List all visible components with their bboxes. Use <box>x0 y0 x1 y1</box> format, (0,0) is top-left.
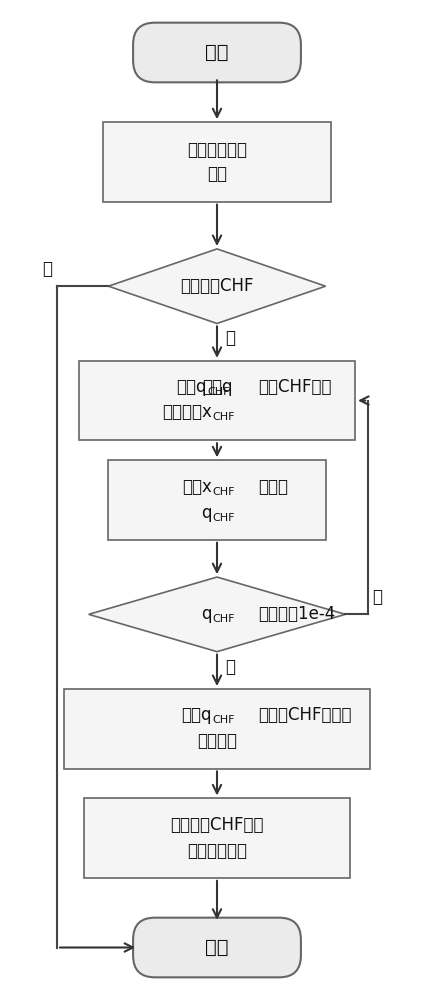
Text: 重新计算CHF前后: 重新计算CHF前后 <box>170 816 264 834</box>
Text: 是: 是 <box>225 329 235 347</box>
Text: 误差小于1e-4: 误差小于1e-4 <box>259 605 336 623</box>
Text: CHF: CHF <box>212 715 234 725</box>
FancyBboxPatch shape <box>64 689 370 768</box>
Text: 控制体换热量: 控制体换热量 <box>187 842 247 860</box>
Text: 结束: 结束 <box>205 938 229 957</box>
Text: CHF: CHF <box>212 412 234 422</box>
Text: 根据q: 根据q <box>177 378 207 396</box>
Text: 的含汽率x: 的含汽率x <box>162 403 212 421</box>
Text: 是否发生CHF: 是否发生CHF <box>180 277 254 295</box>
FancyBboxPatch shape <box>103 122 331 202</box>
Text: 具体位置: 具体位置 <box>197 732 237 750</box>
Text: q: q <box>201 605 212 623</box>
Text: 根据x: 根据x <box>182 478 212 496</box>
Text: 根据q: 根据q <box>202 378 232 396</box>
Text: 计算控制体换: 计算控制体换 <box>187 141 247 159</box>
Text: q: q <box>201 504 212 522</box>
FancyBboxPatch shape <box>133 918 301 977</box>
FancyBboxPatch shape <box>108 460 326 540</box>
Text: 计算CHF点处: 计算CHF点处 <box>259 378 332 396</box>
Polygon shape <box>89 577 345 652</box>
FancyBboxPatch shape <box>133 23 301 82</box>
Text: 热量: 热量 <box>207 165 227 183</box>
Text: CHF: CHF <box>212 513 234 523</box>
FancyBboxPatch shape <box>79 361 355 440</box>
Text: 否: 否 <box>372 588 382 606</box>
Text: CHF: CHF <box>212 487 234 497</box>
Text: 根据q: 根据q <box>181 706 212 724</box>
Text: 计算出CHF发生的: 计算出CHF发生的 <box>259 706 352 724</box>
Text: 是: 是 <box>225 658 235 676</box>
FancyBboxPatch shape <box>84 798 350 878</box>
Text: CHF: CHF <box>212 614 234 624</box>
Text: 开始: 开始 <box>205 43 229 62</box>
Polygon shape <box>108 249 326 323</box>
Text: 更新出: 更新出 <box>259 478 289 496</box>
Text: CHF: CHF <box>207 387 230 397</box>
Text: 否: 否 <box>42 260 52 278</box>
